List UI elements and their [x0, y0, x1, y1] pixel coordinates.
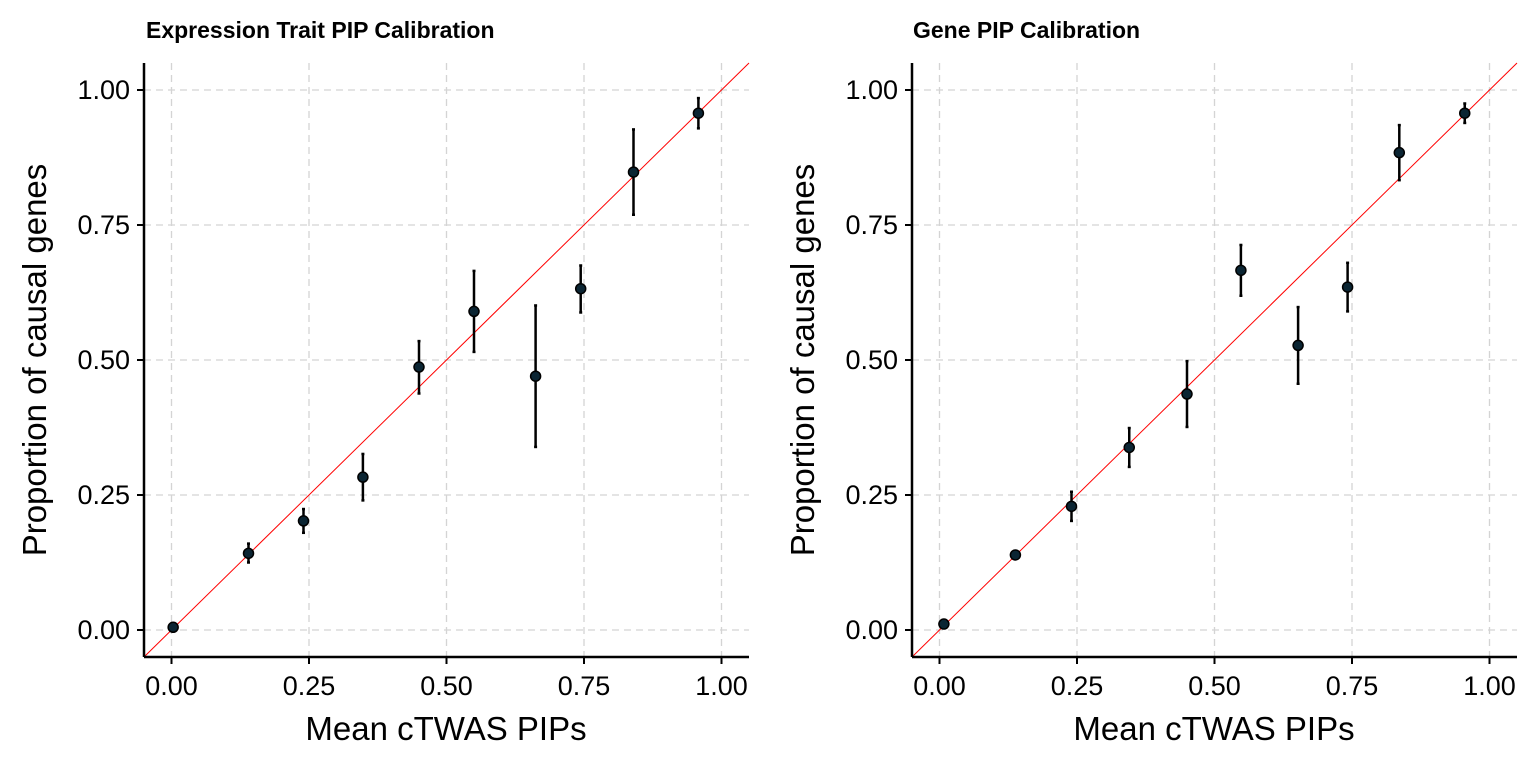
chart-title: Gene PIP Calibration: [913, 17, 1140, 43]
data-point: [1292, 339, 1304, 352]
chart-title: Expression Trait PIP Calibration: [146, 17, 495, 43]
data-point: [1123, 441, 1135, 454]
y-tick-label: 1.00: [845, 75, 898, 105]
y-tick-label: 0.00: [77, 615, 130, 645]
data-point-group: [1009, 549, 1022, 561]
data-point: [1181, 388, 1193, 400]
data-point: [574, 282, 587, 295]
data-point-group: [1123, 426, 1135, 469]
x-tick-label: 0.75: [558, 671, 611, 701]
y-tick-label: 0.25: [77, 480, 130, 510]
data-point: [297, 515, 310, 527]
x-tick-label: 0.50: [1188, 671, 1241, 701]
identity-line: [143, 62, 750, 658]
data-point-group: [1459, 102, 1471, 125]
data-point: [692, 107, 705, 119]
tick-labels: 0.00 0.25 0.50 0.75 1.00 0.00 0.25 0.50 0.75 1.00: [845, 75, 1515, 701]
data-point-group: [529, 304, 542, 449]
data-points: [938, 102, 1471, 630]
data-point-group: [1065, 490, 1078, 523]
data-point-group: [1292, 305, 1304, 386]
data-point-group: [1393, 123, 1406, 182]
data-point-group: [357, 452, 369, 502]
data-point: [1235, 264, 1247, 277]
y-tick-label: 0.75: [845, 210, 898, 240]
y-tick-label: 1.00: [77, 75, 130, 105]
data-point-group: [574, 264, 587, 314]
y-tick-label: 0.25: [845, 480, 898, 510]
y-axis-label: Proportion of causal genes: [16, 164, 53, 557]
data-point-group: [627, 128, 640, 216]
data-point: [1393, 146, 1406, 159]
x-tick-label: 1.00: [695, 671, 748, 701]
x-tick-label: 0.25: [283, 671, 336, 701]
grid: [144, 63, 749, 657]
data-point: [357, 471, 369, 483]
data-point-group: [468, 269, 480, 354]
data-point: [1459, 107, 1471, 119]
x-axis-label: Mean cTWAS PIPs: [305, 710, 586, 747]
data-point-group: [692, 96, 705, 130]
y-axis-label: Proportion of causal genes: [784, 164, 821, 557]
data-point-group: [938, 618, 950, 630]
data-point: [1009, 549, 1022, 561]
data-point: [242, 547, 255, 560]
data-point-group: [1181, 359, 1193, 429]
data-point: [1341, 281, 1354, 293]
panel-expression-trait: Expression Trait PIP Calibration 0.00 0.2…: [16, 17, 750, 747]
x-tick-label: 0.00: [913, 671, 966, 701]
axes: [137, 63, 749, 664]
data-point: [938, 618, 950, 630]
x-tick-label: 0.50: [420, 671, 473, 701]
y-tick-label: 0.50: [845, 345, 898, 375]
y-tick-label: 0.00: [845, 615, 898, 645]
tick-labels: 0.00 0.25 0.50 0.75 1.00 0.00 0.25 0.50 0.75 1.00: [77, 75, 747, 701]
data-point: [413, 361, 425, 373]
data-point-group: [1235, 243, 1247, 297]
data-point-group: [297, 507, 310, 535]
data-point-group: [1341, 261, 1354, 313]
x-tick-label: 0.00: [145, 671, 198, 701]
data-point-group: [413, 339, 425, 395]
y-tick-label: 0.75: [77, 210, 130, 240]
data-point: [468, 305, 480, 318]
x-axis-label: Mean cTWAS PIPs: [1073, 710, 1354, 747]
data-point: [529, 370, 542, 382]
data-point-group: [242, 542, 255, 564]
data-point-group: [167, 621, 179, 634]
axes: [905, 63, 1517, 664]
x-tick-label: 0.25: [1051, 671, 1104, 701]
data-point: [167, 621, 179, 634]
data-point: [1065, 500, 1078, 513]
panel-gene: Gene PIP Calibration 0.00 0.25 0.50 0.75 1.0…: [784, 17, 1518, 747]
x-tick-label: 0.75: [1326, 671, 1379, 701]
x-tick-label: 1.00: [1463, 671, 1516, 701]
data-point: [627, 166, 640, 178]
reference-line: [143, 62, 750, 658]
data-points: [167, 96, 705, 634]
y-tick-label: 0.50: [77, 345, 130, 375]
